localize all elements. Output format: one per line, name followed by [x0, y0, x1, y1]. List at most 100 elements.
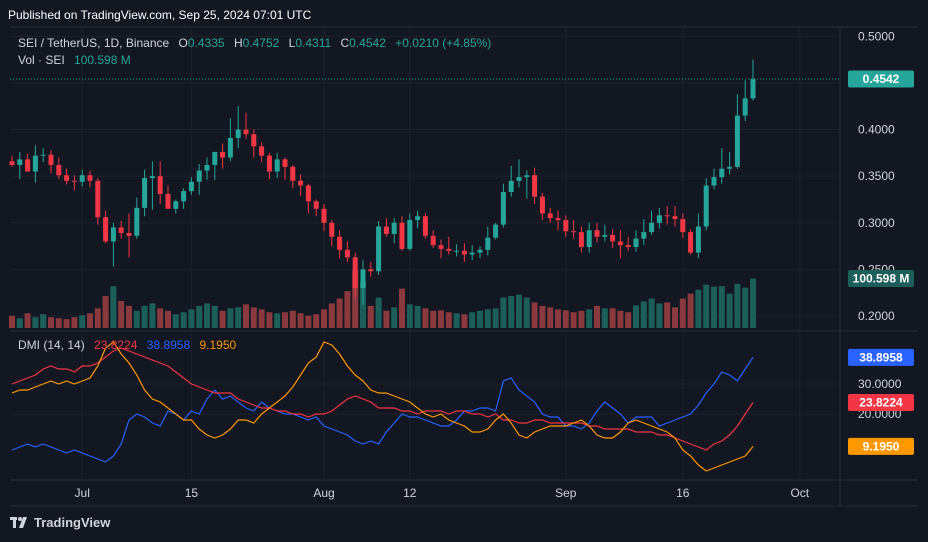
close-value: 0.4542 [349, 36, 386, 50]
candle-body [688, 232, 694, 253]
volume-bar [235, 307, 242, 328]
volume-bar [126, 305, 132, 328]
dmi-tag: 38.8958 [859, 350, 903, 364]
volume-bar [24, 313, 31, 328]
volume-bar [211, 305, 218, 328]
candle-body [103, 217, 109, 242]
volume-bar [383, 310, 390, 328]
candle-body [243, 129, 249, 135]
candle-body [750, 79, 756, 99]
candle-body [469, 252, 475, 255]
volume-bar [118, 300, 125, 328]
y-tick-label: 0.3000 [858, 216, 895, 230]
candle-body [719, 168, 725, 178]
candle-body [617, 241, 623, 246]
candle-body [48, 154, 54, 165]
dmi-legend[interactable]: DMI (14, 14) 23.8224 38.8958 9.1950 [18, 338, 236, 352]
candle-body [282, 159, 288, 167]
volume-bar [399, 288, 405, 328]
volume-bar [726, 293, 733, 328]
candle-body [578, 232, 584, 248]
dmi-label[interactable]: DMI (14, 14) [18, 338, 85, 352]
dmi-line [11, 347, 754, 451]
candle-body [664, 215, 670, 217]
volume-bar [297, 313, 304, 328]
candle-body [344, 249, 350, 258]
volume-bar [352, 270, 359, 328]
price-legend[interactable]: SEI / TetherUS, 1D, Binance O0.4335 H0.4… [18, 36, 491, 50]
candle-body [391, 222, 397, 234]
volume-bar [469, 312, 476, 328]
low-value: 0.4311 [295, 36, 332, 50]
volume-bar [656, 303, 663, 328]
volume-bar [40, 314, 47, 328]
candle-body [110, 227, 116, 242]
candle-body [188, 181, 194, 192]
close-label: C [340, 36, 350, 50]
candle-body [87, 175, 93, 181]
volume-bar [336, 298, 343, 328]
candle-body [500, 192, 506, 225]
volume-bar [492, 308, 499, 328]
candle-body [298, 180, 304, 186]
candle-body [438, 245, 444, 249]
volume-bar [48, 317, 54, 328]
candle-body [321, 208, 327, 223]
plot-background [10, 27, 840, 480]
volume-bar [344, 291, 351, 328]
candle-body [625, 245, 631, 248]
published-caption: Published on TradingView.com, Sep 25, 20… [8, 8, 311, 22]
candle-body [235, 129, 241, 138]
candle-body [25, 159, 31, 172]
volume-bar [594, 305, 600, 328]
candle-body [352, 257, 358, 289]
candle-body [571, 231, 577, 233]
volume-bar [640, 301, 647, 328]
x-tick-label: 16 [676, 486, 690, 500]
volume-bar [609, 308, 616, 328]
candle-body [610, 234, 616, 242]
candle-body [695, 226, 701, 253]
high-value: 0.4752 [242, 36, 280, 50]
dmi-tag-bg [848, 348, 914, 366]
volume-bar [539, 305, 546, 328]
volume-bar [16, 318, 23, 328]
volume-bar [274, 313, 281, 328]
candle-body [454, 250, 460, 252]
candle-body [181, 191, 187, 202]
volume-bar [63, 319, 70, 328]
candle-body [641, 232, 647, 239]
tradingview-logo[interactable]: TradingView [10, 515, 110, 530]
volume-bar [79, 315, 86, 328]
volume-bar [172, 314, 179, 328]
volume-bar [578, 310, 585, 328]
candle-body [329, 222, 335, 237]
y-tick-label: 0.4000 [858, 123, 895, 137]
symbol-title[interactable]: SEI / TetherUS, 1D, Binance [18, 36, 170, 50]
volume-bar [87, 313, 93, 328]
volume-bar [562, 310, 569, 328]
volume-legend[interactable]: Vol · SEI 100.598 M [18, 53, 131, 67]
candle-body [602, 234, 608, 237]
volume-bar [633, 305, 639, 328]
volume-label[interactable]: Vol · SEI [18, 53, 65, 67]
volume-bar [328, 303, 335, 328]
candle-body [539, 196, 545, 214]
candle-body [649, 222, 655, 233]
candle-body [220, 151, 226, 158]
volume-bar [703, 284, 710, 328]
candle-body [727, 166, 733, 169]
candle-body [711, 177, 717, 186]
y-tick-label: 0.2000 [858, 309, 895, 323]
dmi-adx-value: 9.1950 [199, 338, 237, 352]
volume-bar [133, 310, 140, 328]
last-price-tag-bg [848, 70, 914, 88]
high-label: H [233, 36, 243, 50]
volume-bar [266, 312, 273, 328]
volume-bar [375, 297, 382, 328]
dmi-tick-label: 30.0000 [858, 377, 902, 391]
candle-body [524, 175, 530, 178]
candle-body [196, 170, 202, 182]
volume-bar [180, 312, 187, 328]
